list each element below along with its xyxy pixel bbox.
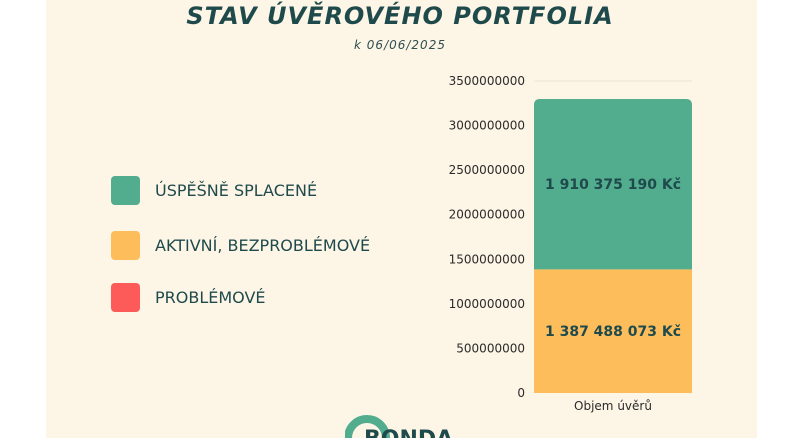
- x-category-label: Objem úvěrů: [574, 399, 652, 413]
- y-tick-label: 2000000000: [449, 208, 525, 222]
- bar-segment: [534, 269, 692, 393]
- y-tick-label: 3000000000: [449, 119, 525, 133]
- chart-subtitle: k 06/06/2025: [354, 38, 446, 52]
- y-tick-label: 1000000000: [449, 297, 525, 311]
- bar-value-label: 1 910 375 190 Kč: [545, 177, 681, 193]
- bar-value-label: 1 387 488 073 Kč: [545, 324, 681, 340]
- y-tick-label: 1500000000: [449, 252, 525, 266]
- bonda-logo-text: BONDA: [364, 427, 453, 438]
- legend-label-successful: ÚSPĚŠNĚ SPLACENÉ: [155, 181, 318, 200]
- legend-label-active: AKTIVNÍ, BEZPROBLÉMOVÉ: [155, 236, 371, 255]
- legend-label-problematic: PROBLÉMOVÉ: [155, 288, 266, 307]
- y-tick-label: 0: [517, 386, 525, 400]
- bonda-logo: BONDA: [345, 408, 455, 438]
- legend-swatch-active: [111, 231, 140, 260]
- chart-title: STAV ÚVĚROVÉHO PORTFOLIA: [186, 2, 614, 30]
- y-tick-label: 2500000000: [449, 163, 525, 177]
- y-tick-label: 500000000: [456, 341, 525, 355]
- y-tick-label: 3500000000: [449, 74, 525, 88]
- legend-swatch-problematic: [111, 283, 140, 312]
- bar-segment: [534, 99, 692, 270]
- bonda-logo-mark: BONDA: [345, 415, 453, 438]
- legend-swatch-successful: [111, 176, 140, 205]
